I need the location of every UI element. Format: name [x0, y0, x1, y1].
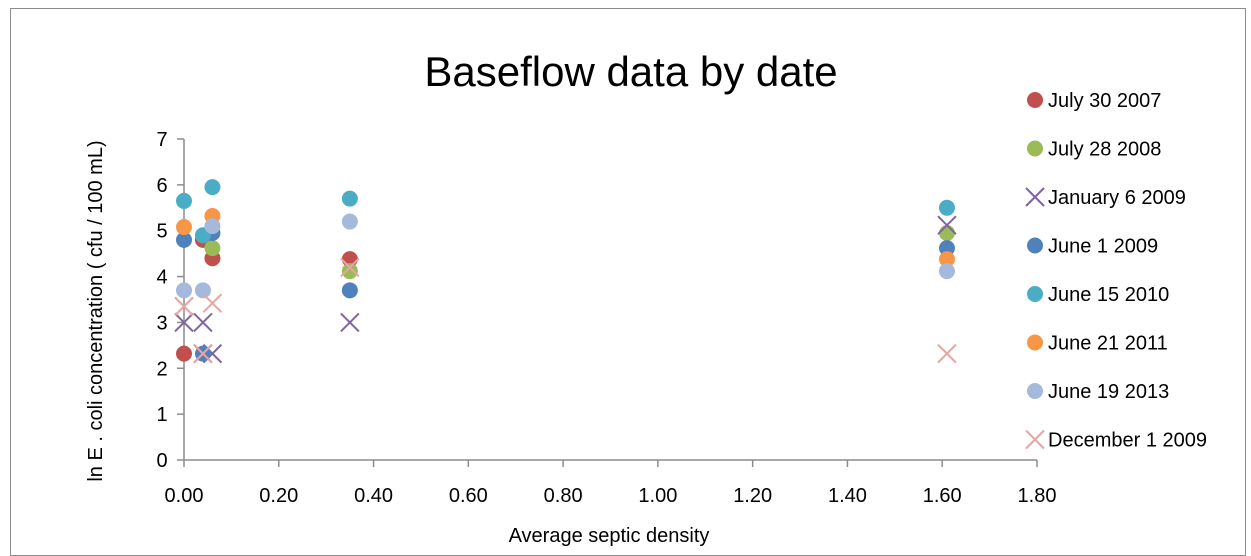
y-tick-label: 0 — [156, 450, 167, 472]
data-point — [176, 231, 192, 248]
marker-stroke — [340, 257, 360, 278]
data-point — [340, 312, 360, 333]
x-tick-label: 0.00 — [165, 485, 204, 507]
marker-stroke — [174, 312, 194, 333]
data-point — [938, 263, 955, 280]
x-tick-label: 1.20 — [733, 485, 772, 507]
x-tick-label: 1.80 — [1018, 485, 1057, 507]
y-tick-label: 2 — [156, 358, 167, 380]
data-point — [176, 192, 192, 209]
legend-item: June 21 2011 — [1027, 333, 1168, 355]
x-tick-label: 0.60 — [449, 485, 488, 507]
y-tick-label: 7 — [156, 129, 167, 151]
y-axis-label: ln E . coli concentration ( cfu / 100 mL… — [85, 140, 107, 481]
legend-item: December 1 2009 — [1025, 429, 1207, 452]
data-point — [176, 282, 192, 299]
legend-marker — [1027, 286, 1043, 302]
data-point — [204, 179, 221, 196]
legend-item: June 1 2009 — [1027, 236, 1158, 258]
legend-label: June 19 2013 — [1048, 381, 1169, 403]
data-point — [341, 263, 358, 280]
legend-label: June 21 2011 — [1048, 333, 1168, 355]
legend-label: June 1 2009 — [1048, 236, 1158, 258]
marker-stroke — [193, 343, 213, 364]
data-point — [341, 190, 358, 207]
legend-marker — [1027, 334, 1043, 351]
data-point — [341, 282, 358, 299]
legend-marker — [1027, 383, 1043, 399]
data-point — [193, 312, 213, 333]
data-point — [340, 257, 360, 278]
x-axis-label: Average septic density — [509, 525, 710, 547]
axes — [177, 138, 1038, 467]
marker-stroke — [202, 293, 223, 313]
data-point — [176, 219, 192, 236]
x-tick-label: 0.40 — [354, 485, 393, 507]
data-point — [938, 251, 955, 268]
data-point — [194, 282, 211, 299]
data-point — [938, 240, 955, 257]
legend-item: January 6 2009 — [1025, 187, 1186, 209]
data-point — [202, 293, 223, 313]
marker-stroke — [193, 312, 213, 333]
data-point — [937, 215, 957, 235]
x-tick-label: 1.60 — [923, 485, 962, 507]
y-tick-label: 5 — [156, 221, 167, 243]
y-tick-label: 6 — [156, 175, 167, 197]
marker-stroke — [340, 312, 360, 333]
legend-label: July 28 2008 — [1048, 139, 1161, 161]
data-points — [174, 179, 957, 364]
tick-labels: 0 1 2 3 4 5 6 7 0.00 0.20 0.40 0.60 0.80 1.00 1.20 1.40… — [156, 129, 1056, 507]
marker-stroke — [937, 343, 957, 364]
legend-marker — [1025, 187, 1045, 207]
data-point — [938, 225, 955, 242]
legend-marker — [1027, 92, 1043, 108]
legend-item: June 15 2010 — [1027, 284, 1169, 306]
data-point — [938, 199, 955, 216]
legend-label: December 1 2009 — [1048, 430, 1207, 452]
data-point — [193, 343, 213, 364]
data-point — [341, 213, 358, 230]
marker-stroke — [1025, 429, 1045, 450]
y-tick-label: 4 — [156, 267, 167, 289]
y-tick-label: 3 — [156, 312, 167, 334]
legend-label: January 6 2009 — [1048, 187, 1186, 209]
x-tick-label: 0.20 — [259, 485, 298, 507]
x-tick-label: 1.40 — [828, 485, 867, 507]
chart-title: Baseflow data by date — [424, 48, 837, 95]
data-point — [204, 240, 221, 257]
data-point — [174, 296, 194, 317]
legend-marker — [1027, 237, 1043, 254]
legend-item: July 28 2008 — [1027, 139, 1161, 161]
marker-stroke — [174, 296, 194, 317]
data-point — [174, 312, 194, 333]
legend-label: June 15 2010 — [1048, 284, 1169, 306]
data-point — [937, 343, 957, 364]
data-point — [176, 345, 192, 362]
legend-marker — [1027, 140, 1043, 157]
marker-stroke — [1025, 187, 1045, 207]
legend-marker — [1025, 429, 1045, 450]
marker-stroke — [937, 215, 957, 235]
y-tick-label: 1 — [156, 404, 167, 426]
legend-label: July 30 2007 — [1048, 90, 1161, 112]
legend: July 30 2007 July 28 2008 January 6 2009 Ju… — [1025, 90, 1207, 452]
legend-item: June 19 2013 — [1027, 381, 1169, 403]
x-tick-label: 0.80 — [544, 485, 583, 507]
legend-item: July 30 2007 — [1027, 90, 1161, 112]
x-tick-label: 1.00 — [638, 485, 677, 507]
data-point — [204, 218, 221, 235]
